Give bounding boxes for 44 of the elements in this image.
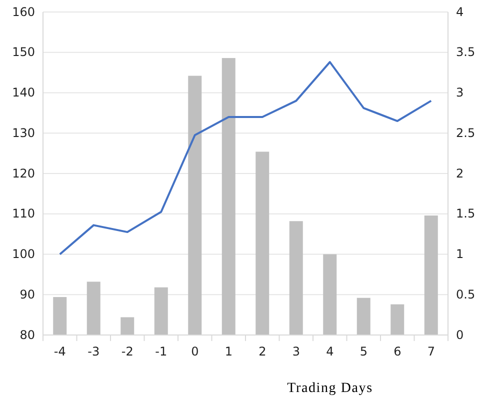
bar [289,221,303,335]
bar [86,282,100,335]
y2-tick-label: 4 [456,4,464,19]
x-tick-label: 0 [191,344,199,359]
y-tick-label: 160 [12,4,35,19]
bar [424,215,438,335]
y2-tick-label: 3 [456,86,464,100]
y2-tick-label: 3.5 [456,45,476,60]
line-series [58,61,432,256]
bar [356,298,370,335]
bar [256,152,270,335]
y2-tick-label: 1 [456,247,464,262]
y-tick-label: 80 [20,328,35,342]
y-tick-label: 140 [12,86,35,100]
bar [154,287,168,335]
y2-tick-label: 2 [456,166,464,180]
y2-tick-label: 2.5 [456,126,476,140]
x-tick-label: 5 [360,344,368,359]
x-tick-label: 1 [224,344,232,359]
y2-tick-label: 0.5 [456,287,476,302]
x-tick-label: 2 [258,344,266,359]
x-tick-label: 3 [292,344,300,359]
x-tick-label: -4 [54,344,66,359]
x-tick-label: 7 [427,344,435,359]
y-tick-label: 110 [12,206,35,221]
x-tick-label: 4 [326,344,334,359]
y-tick-label: 120 [12,166,35,180]
bar [53,297,67,335]
y2-tick-label: 0 [456,328,464,342]
bar [390,304,404,335]
y2-tick-label: 1.5 [456,206,476,221]
bar [222,58,236,335]
x-tick-label: -1 [155,344,168,359]
x-tick-label: -3 [88,344,100,359]
bar [188,76,202,335]
x-axis-title: Trading Days [287,381,373,396]
y-tick-label: 130 [12,126,35,140]
x-tick-label: -2 [121,344,134,359]
bar [323,254,337,335]
x-tick-label: 6 [394,344,402,359]
y-tick-label: 150 [12,45,35,60]
bar [120,317,134,335]
y-tick-label: 100 [12,247,35,262]
y-tick-label: 90 [20,287,35,302]
